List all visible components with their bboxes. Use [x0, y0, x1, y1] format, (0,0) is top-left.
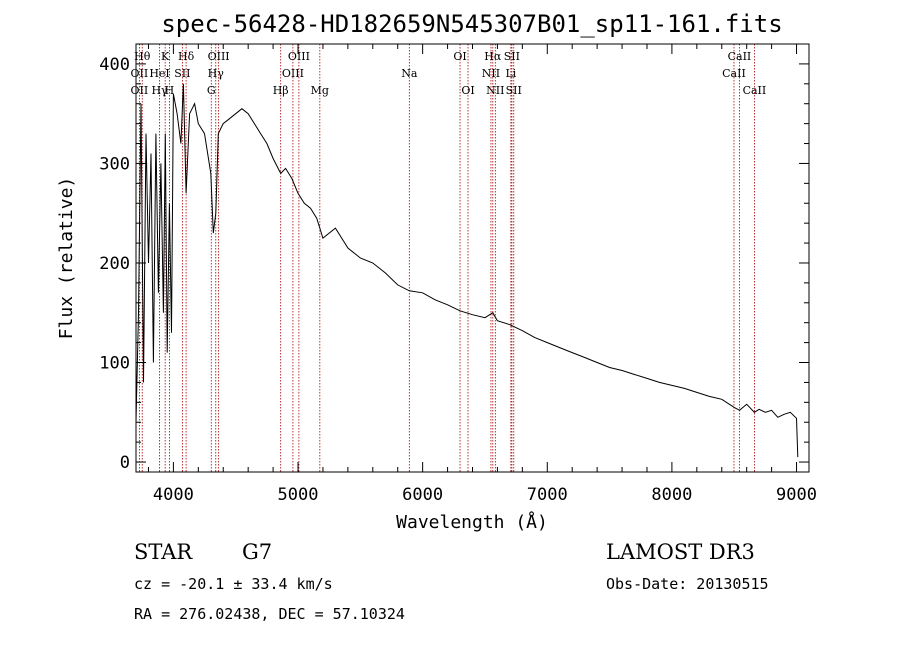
line-label: G	[207, 84, 216, 97]
line-label: OI	[453, 50, 466, 63]
survey-name: LAMOST DR3	[606, 540, 755, 564]
line-label: Hα	[484, 50, 502, 63]
line-label: Mg	[311, 84, 329, 97]
line-label: SII	[504, 50, 520, 63]
line-label: CaII	[743, 84, 767, 97]
line-label: Hγ	[208, 67, 225, 80]
x-axis-ticks: 4000 5000 6000 7000 8000 9000	[147, 44, 817, 505]
line-label: Hγ	[151, 84, 168, 97]
coordinates-readout: RA = 276.02438, DEC = 57.10324	[134, 605, 405, 623]
y-tick-label: 200	[99, 254, 130, 274]
line-label: Li	[505, 67, 516, 80]
line-label: CaII	[722, 67, 746, 80]
redshift-readout: cz = -20.1 ± 33.4 km/s	[134, 575, 333, 593]
y-axis-ticks: 0 100 200 300 400	[99, 43, 809, 473]
x-tick-label: 4000	[153, 485, 194, 505]
line-label: OIII	[282, 67, 304, 80]
line-label: H	[165, 84, 175, 97]
x-tick-label: 5000	[278, 485, 319, 505]
x-tick-label: 9000	[776, 485, 817, 505]
x-tick-label: 8000	[651, 485, 692, 505]
line-label: OII	[131, 67, 149, 80]
line-label: SII	[506, 84, 522, 97]
line-label: Hδ	[178, 50, 195, 63]
obs-date-readout: Obs-Date: 20130515	[606, 575, 769, 593]
spectral-subclass: G7	[242, 540, 272, 564]
y-tick-label: 400	[99, 55, 130, 75]
chart-title: spec-56428-HD182659N545307B01_sp11-161.f…	[161, 10, 782, 38]
y-tick-label: 300	[99, 154, 130, 174]
plot-frame	[135, 43, 810, 473]
x-tick-label: 7000	[527, 485, 568, 505]
line-label: Hβ	[273, 84, 289, 97]
line-label: CaII	[728, 50, 752, 63]
line-label: HeI	[149, 67, 169, 80]
line-label: NII	[486, 84, 504, 97]
spectral-line-markers	[138, 44, 755, 472]
y-axis-label: Flux (relative)	[56, 177, 77, 340]
y-tick-label: 0	[120, 453, 130, 473]
line-label: OII	[131, 84, 149, 97]
x-axis-label: Wavelength (Å)	[396, 511, 548, 533]
line-label: SII	[174, 67, 190, 80]
line-label: OI	[461, 84, 474, 97]
line-label: NII	[482, 67, 500, 80]
object-type: STAR	[134, 540, 193, 564]
line-label: OIII	[288, 50, 310, 63]
spectrum-series	[135, 83, 799, 458]
x-tick-label: 6000	[402, 485, 443, 505]
line-label: Hθ	[134, 50, 151, 63]
line-label: OIII	[208, 50, 230, 63]
line-label: K	[161, 50, 170, 63]
line-label: Na	[401, 67, 418, 80]
y-tick-label: 100	[99, 354, 130, 374]
